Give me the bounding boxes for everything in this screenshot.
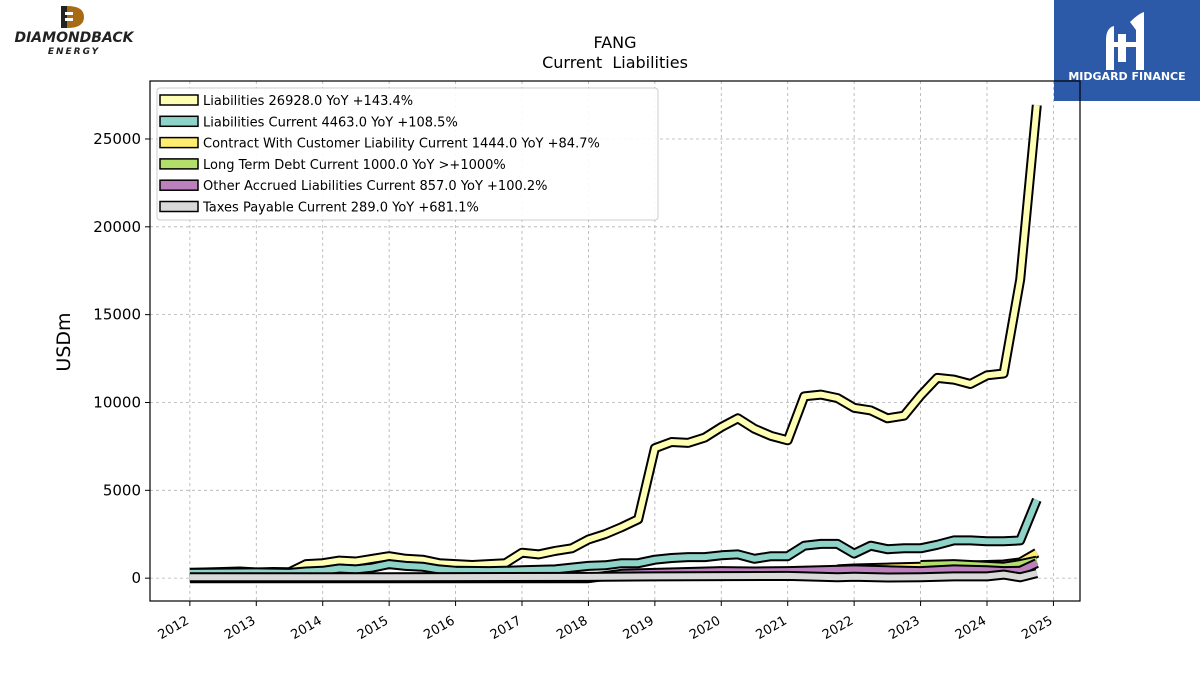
series-liabilities-current — [189, 497, 1042, 578]
diamondback-subtitle: ENERGY — [48, 47, 100, 56]
legend-entry: Long Term Debt Current 1000.0 YoY >+1000… — [203, 158, 506, 173]
legend-swatch — [159, 94, 199, 106]
diamondback-logo: DIAMONDBACK ENERGY — [4, 4, 144, 57]
x-tick-label: 2020 — [687, 613, 723, 643]
legend: Liabilities 26928.0 YoY +143.4% Liabiliti… — [156, 87, 659, 221]
x-tick-label: 2023 — [886, 613, 922, 643]
legend-entry: Liabilities 26928.0 YoY +143.4% — [203, 94, 413, 109]
midgard-mark-icon — [1106, 12, 1144, 70]
legend-swatch — [159, 136, 199, 149]
y-tick-label: 15000 — [93, 306, 141, 324]
y-tick-label: 20000 — [93, 218, 141, 236]
x-tick-label: 2017 — [488, 613, 524, 643]
y-axis-label: USDm — [53, 312, 75, 371]
x-tick-label: 2015 — [355, 613, 391, 643]
x-tick-label: 2013 — [222, 613, 258, 643]
x-tick-label: 2021 — [754, 613, 790, 643]
series-lines — [189, 104, 1042, 584]
midgard-finance-logo: MIDGARD FINANCE — [1054, 0, 1200, 101]
legend-swatch — [159, 179, 199, 191]
series-line — [189, 104, 1040, 576]
series-line — [189, 570, 1038, 581]
x-tick-label: 2018 — [554, 613, 590, 643]
legend-entry: Taxes Payable Current 289.0 YoY +681.1% — [202, 201, 479, 216]
legend-swatch — [159, 158, 199, 170]
y-tick-label: 25000 — [93, 130, 141, 148]
legend-swatch — [159, 200, 199, 213]
x-tick-label: 2012 — [156, 613, 192, 643]
plot-frame — [149, 80, 1081, 602]
x-tick-label: 2025 — [1019, 613, 1055, 643]
x-tick-label: 2016 — [421, 613, 457, 643]
chart-subtitle: Current Liabilities — [542, 53, 688, 72]
y-tick-label: 0 — [131, 569, 141, 587]
legend-entry: Other Accrued Liabilities Current 857.0 … — [203, 179, 548, 194]
legend-entry: Contract With Customer Liability Current… — [203, 137, 600, 152]
x-tick-label: 2019 — [621, 613, 657, 643]
midgard-wordmark: MIDGARD FINANCE — [1068, 70, 1185, 83]
series-liabilities — [189, 104, 1042, 578]
y-tick-label: 5000 — [103, 481, 141, 499]
x-tick-label: 2024 — [953, 613, 989, 643]
x-tick-label: 2022 — [820, 613, 856, 643]
diamondback-mark-icon — [61, 6, 84, 28]
series-taxes-payable-current — [189, 568, 1039, 583]
series-line — [189, 498, 1040, 576]
chart-title: FANG — [593, 33, 636, 52]
legend-box — [156, 87, 659, 221]
x-tick-label: 2014 — [289, 613, 325, 643]
y-tick-label: 10000 — [93, 393, 141, 411]
legend-entry: Liabilities Current 4463.0 YoY +108.5% — [203, 115, 458, 130]
diamondback-wordmark: DIAMONDBACK — [14, 30, 134, 46]
legend-swatch — [159, 115, 199, 128]
